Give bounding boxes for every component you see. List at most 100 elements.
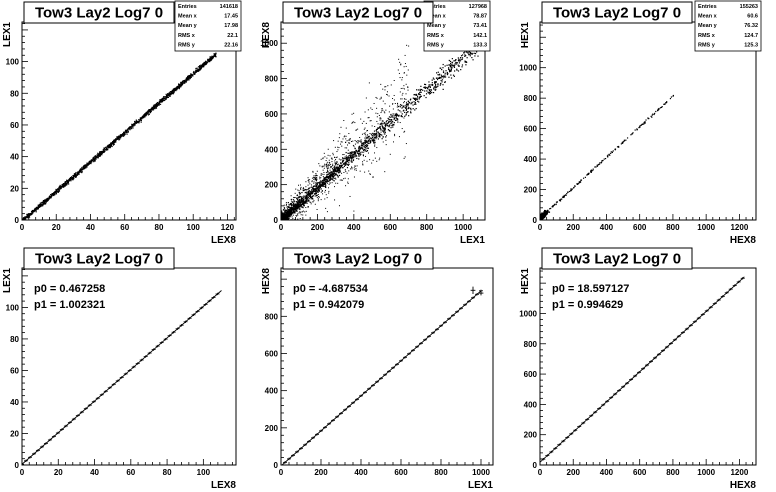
data-point — [359, 154, 361, 156]
noise-point — [349, 151, 351, 153]
noise-point — [340, 165, 342, 167]
noise-point — [369, 159, 371, 161]
data-point — [375, 138, 377, 140]
data-point — [450, 77, 453, 79]
data-point — [429, 86, 431, 88]
noise-point — [335, 178, 337, 180]
data-point — [302, 202, 304, 205]
data-point — [295, 209, 297, 211]
noise-point — [286, 206, 288, 208]
data-point — [173, 91, 175, 93]
stats-label: Mean x — [427, 14, 447, 20]
noise-point — [335, 161, 337, 163]
noise-point — [288, 212, 290, 214]
data-point — [98, 155, 100, 157]
data-point — [398, 115, 400, 117]
data-point — [65, 181, 67, 184]
data-point — [86, 164, 89, 166]
data-point — [437, 77, 440, 79]
data-point — [80, 168, 82, 170]
noise-point — [316, 175, 318, 177]
noise-point — [328, 187, 330, 189]
noise-point — [349, 138, 351, 140]
data-point — [43, 202, 46, 204]
data-point — [380, 128, 382, 130]
data-point — [173, 89, 176, 91]
data-point — [632, 132, 634, 134]
data-point — [305, 199, 307, 201]
data-point — [427, 92, 430, 94]
noise-point — [292, 204, 294, 206]
data-point — [199, 65, 201, 67]
noise-point — [296, 201, 298, 203]
data-point — [299, 202, 301, 205]
data-point — [215, 56, 217, 58]
noise-point — [363, 151, 365, 153]
data-point — [372, 140, 374, 142]
data-point — [626, 137, 629, 139]
noise-point — [399, 106, 401, 108]
data-point — [310, 196, 313, 198]
data-point — [188, 77, 190, 79]
noise-point — [305, 210, 307, 212]
data-point — [215, 52, 217, 54]
data-point — [142, 115, 145, 117]
data-point — [27, 217, 29, 219]
data-point — [644, 122, 646, 124]
noise-point — [298, 192, 300, 194]
data-point — [72, 178, 74, 181]
noise-point — [346, 144, 348, 146]
noise-point — [308, 199, 310, 201]
y-tick-label: 400 — [265, 145, 279, 154]
data-point — [202, 63, 204, 65]
data-point — [364, 137, 366, 139]
data-point — [359, 152, 361, 154]
data-point — [396, 119, 398, 121]
noise-point — [296, 197, 298, 199]
data-point — [178, 88, 180, 90]
data-point — [37, 206, 39, 208]
noise-point — [287, 215, 289, 217]
data-point — [114, 139, 116, 141]
data-point — [339, 171, 341, 173]
data-point — [55, 191, 57, 193]
noise-point — [297, 196, 299, 198]
data-point — [170, 91, 172, 94]
data-point — [452, 74, 455, 76]
data-point — [371, 136, 374, 139]
data-point — [623, 139, 626, 141]
noise-point — [289, 213, 291, 215]
data-point — [366, 137, 368, 139]
noise-point — [287, 206, 289, 208]
noise-point — [326, 163, 328, 165]
data-point — [207, 60, 209, 62]
data-point — [56, 189, 58, 191]
noise-point — [296, 215, 298, 217]
noise-point — [407, 87, 409, 89]
data-point — [297, 206, 299, 209]
data-point — [652, 113, 654, 115]
data-point — [388, 124, 391, 126]
noise-point — [353, 151, 355, 153]
data-point — [58, 189, 60, 191]
noise-point — [297, 205, 299, 207]
data-point — [552, 205, 554, 207]
data-point — [653, 113, 655, 116]
data-point — [442, 70, 445, 72]
data-point — [329, 175, 332, 177]
data-point — [370, 133, 373, 135]
data-point — [639, 126, 641, 128]
data-point — [344, 169, 346, 171]
data-point — [387, 122, 389, 124]
data-point — [617, 145, 620, 148]
noise-point — [330, 164, 332, 166]
noise-point — [368, 170, 370, 172]
data-point — [30, 212, 32, 215]
data-point — [563, 196, 566, 198]
noise-point — [347, 178, 349, 180]
data-point — [178, 85, 180, 87]
data-point — [167, 96, 170, 98]
noise-point — [400, 63, 402, 65]
data-point — [205, 60, 207, 62]
noise-point — [386, 91, 388, 93]
